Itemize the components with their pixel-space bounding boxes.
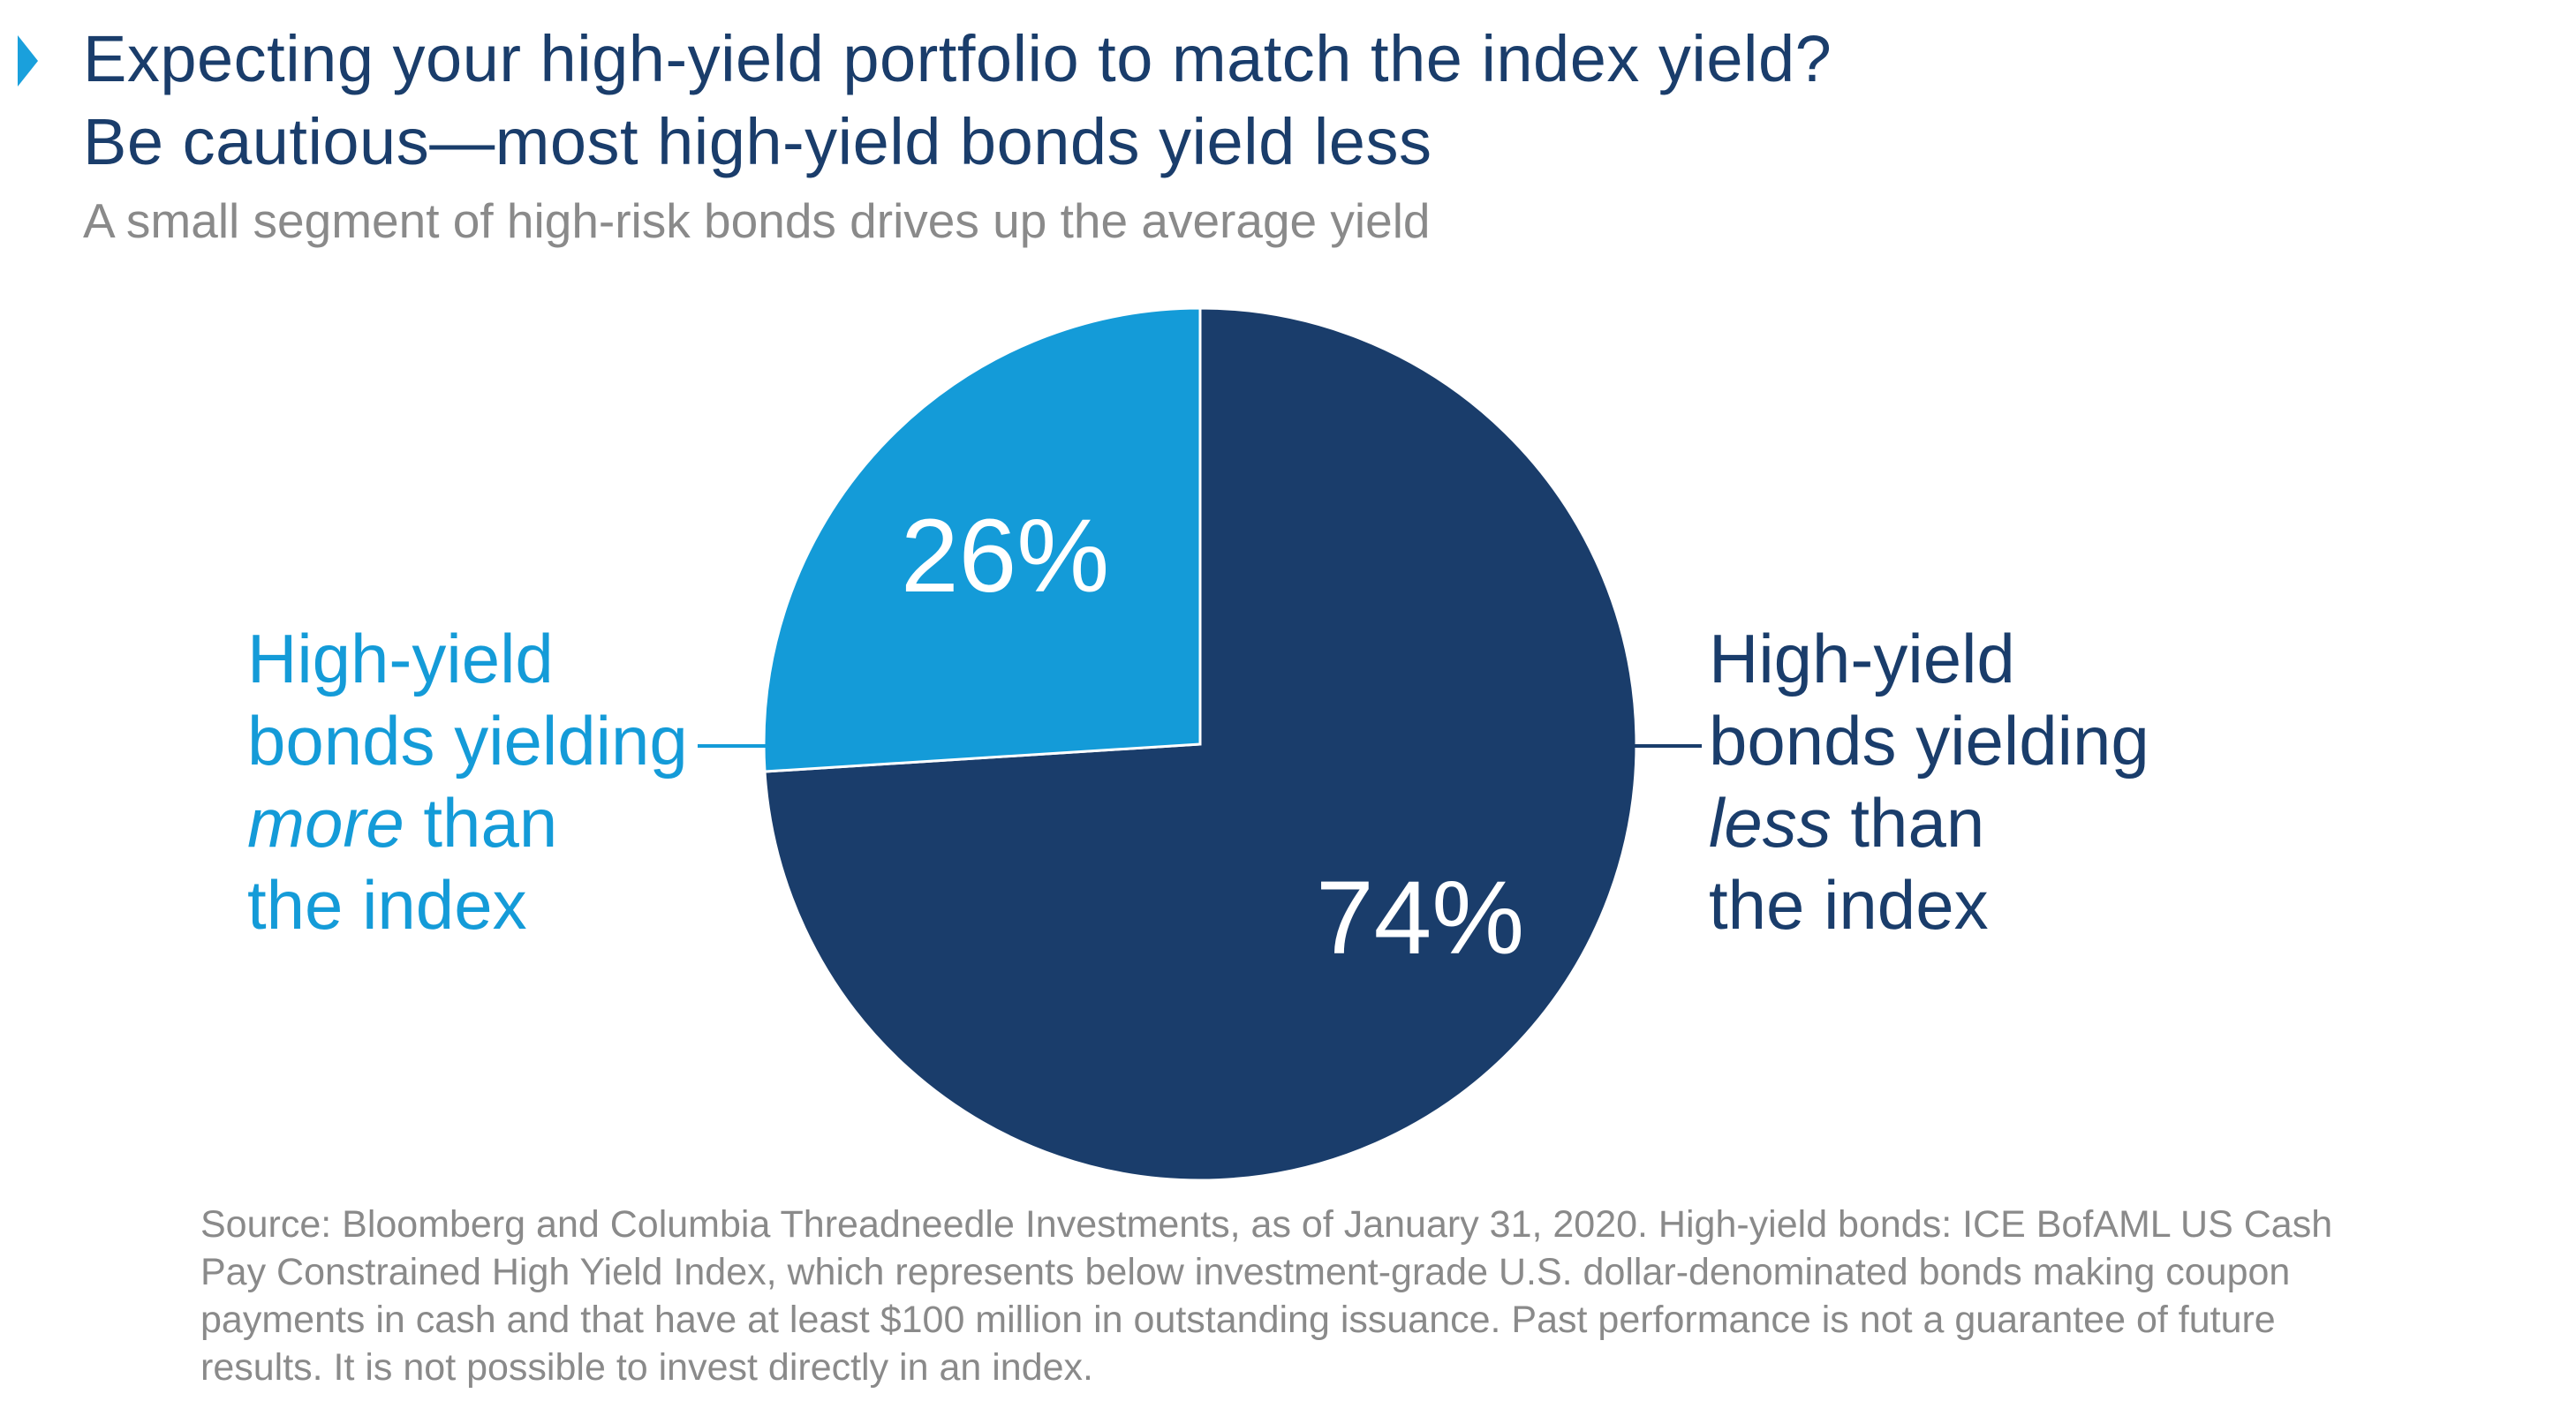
title-marker-icon bbox=[18, 35, 38, 87]
chart-title: Expecting your high-yield portfolio to m… bbox=[83, 18, 2467, 184]
legend-more-line-3: more than bbox=[247, 782, 688, 864]
source-line-2: Pay Constrained High Yield Index, which … bbox=[200, 1251, 2291, 1293]
legend-less-emphasis: less bbox=[1709, 784, 1832, 862]
source-footnote: Source: Bloomberg and Columbia Threadnee… bbox=[200, 1201, 2408, 1391]
slice-label-less: 74% bbox=[1316, 860, 1525, 976]
pie-slice-more bbox=[762, 306, 1202, 773]
source-line-1: Source: Bloomberg and Columbia Threadnee… bbox=[200, 1203, 2333, 1246]
legend-more-line-2: bonds yielding bbox=[247, 702, 688, 780]
source-line-4: results. It is not possible to invest di… bbox=[200, 1346, 1093, 1389]
source-line-3: payments in cash and that have at least … bbox=[200, 1299, 2276, 1341]
legend-less-line-3: less than bbox=[1709, 782, 2149, 864]
pie-slices bbox=[762, 306, 1638, 1182]
legend-more-line-1: High-yield bbox=[247, 620, 554, 697]
legend-less-line-2: bonds yielding bbox=[1709, 702, 2149, 780]
legend-more-line-4: the index bbox=[247, 866, 527, 944]
chart-subtitle: A small segment of high-risk bonds drive… bbox=[83, 193, 1431, 248]
leader-line-less bbox=[1629, 744, 1702, 748]
legend-more-line-3-rest: than bbox=[404, 784, 558, 862]
leader-line-more bbox=[698, 744, 768, 748]
legend-less-line-1: High-yield bbox=[1709, 620, 2015, 697]
legend-label-more: High-yield bonds yielding more than the … bbox=[247, 618, 688, 946]
legend-less-line-4: the index bbox=[1709, 866, 1989, 944]
chart-title-line-2: Be cautious—most high-yield bonds yield … bbox=[83, 105, 1432, 178]
legend-less-line-3-rest: than bbox=[1831, 784, 1985, 862]
legend-label-less: High-yield bonds yielding less than the … bbox=[1709, 618, 2149, 946]
chart-title-line-1: Expecting your high-yield portfolio to m… bbox=[83, 22, 1832, 95]
slice-label-more: 26% bbox=[901, 498, 1110, 614]
legend-more-emphasis: more bbox=[247, 784, 404, 862]
